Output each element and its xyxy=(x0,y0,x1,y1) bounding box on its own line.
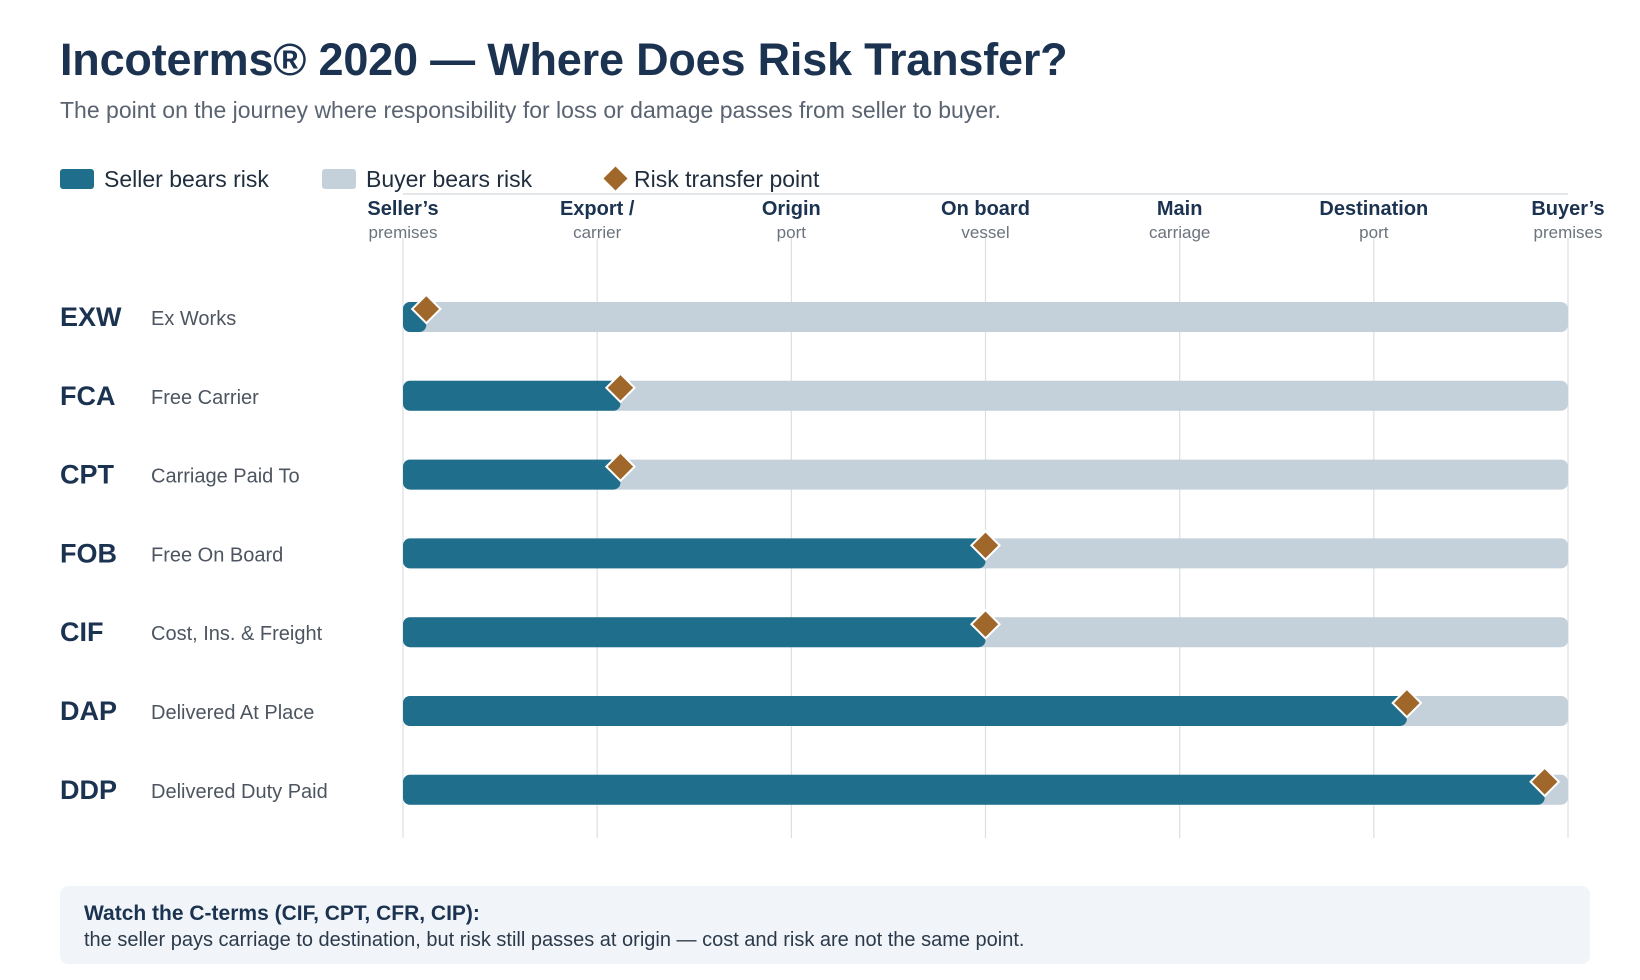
stage-label-top: Origin xyxy=(762,198,821,220)
callout-title: Watch the C-terms (CIF, CPT, CFR, CIP): xyxy=(84,902,480,925)
stage-label-top: Export / xyxy=(560,198,635,220)
term-name: Free On Board xyxy=(151,544,283,566)
buyer-risk-bar xyxy=(403,380,1568,411)
term-name: Carriage Paid To xyxy=(151,466,300,488)
stage-label-top: On board xyxy=(941,198,1030,220)
legend-buyer-swatch xyxy=(322,169,356,189)
term-row: CIF Cost, Ins. & Freight xyxy=(60,608,1568,648)
legend-transfer-icon xyxy=(603,166,628,191)
term-name: Cost, Ins. & Freight xyxy=(151,623,323,645)
stage-label-bottom: vessel xyxy=(961,223,1009,242)
chart-subtitle: The point on the journey where responsib… xyxy=(60,97,1001,123)
term-row: CPT Carriage Paid To xyxy=(60,451,1568,490)
seller-risk-bar xyxy=(403,617,986,648)
term-row: FCA Free Carrier xyxy=(60,372,1568,411)
stage-label-bottom: port xyxy=(1359,223,1389,242)
stage-label-bottom: carriage xyxy=(1149,223,1210,242)
seller-risk-bar xyxy=(403,459,621,490)
risk-transfer-marker xyxy=(1529,766,1561,798)
term-row: EXW Ex Works xyxy=(60,293,1568,332)
chart-title: Incoterms® 2020 — Where Does Risk Transf… xyxy=(60,34,1068,85)
term-code: DAP xyxy=(60,696,117,726)
seller-risk-bar xyxy=(403,380,621,411)
stage-label-top: Seller’s xyxy=(367,198,438,220)
legend: Seller bears risk Buyer bears risk Risk … xyxy=(60,166,820,192)
term-name: Free Carrier xyxy=(151,387,259,409)
risk-transfer-marker xyxy=(410,293,442,325)
term-code: DDP xyxy=(60,775,117,805)
legend-seller-label: Seller bears risk xyxy=(104,166,269,192)
seller-risk-bar xyxy=(403,696,1407,726)
term-code: EXW xyxy=(60,302,122,332)
stage-label-bottom: port xyxy=(777,223,807,242)
term-code: CPT xyxy=(60,460,115,490)
stage-label-bottom: carrier xyxy=(573,223,622,242)
term-row: DDP Delivered Duty Paid xyxy=(60,766,1568,805)
term-name: Ex Works xyxy=(151,308,236,330)
stage-gridlines xyxy=(402,238,1569,838)
seller-risk-bar xyxy=(403,538,986,569)
risk-transfer-marker xyxy=(1391,687,1423,719)
stage-label-top: Destination xyxy=(1319,198,1428,220)
term-rows: EXW Ex Works FCA Free Carrier CPT Carriage Pa… xyxy=(60,293,1568,805)
term-code: CIF xyxy=(60,617,104,647)
seller-risk-bar xyxy=(403,774,1545,805)
callout-body: the seller pays carriage to destination,… xyxy=(84,929,1025,951)
stage-label-top: Main xyxy=(1157,198,1203,220)
term-row: FOB Free On Board xyxy=(60,529,1568,569)
stage-label-top: Buyer’s xyxy=(1531,198,1604,220)
stage-label-bottom: premises xyxy=(369,223,438,242)
risk-transfer-marker xyxy=(604,372,637,404)
stage-label-bottom: premises xyxy=(1534,223,1603,242)
risk-transfer-marker xyxy=(969,608,1002,640)
term-code: FOB xyxy=(60,538,117,568)
c-terms-callout: Watch the C-terms (CIF, CPT, CFR, CIP): … xyxy=(60,886,1590,964)
buyer-risk-bar xyxy=(403,302,1568,332)
legend-seller-swatch xyxy=(60,169,94,189)
risk-transfer-chart: Seller bears risk Buyer bears risk Risk … xyxy=(60,166,1605,838)
risk-transfer-marker xyxy=(604,451,637,483)
term-row: DAP Delivered At Place xyxy=(60,687,1568,726)
term-name: Delivered At Place xyxy=(151,702,314,724)
term-code: FCA xyxy=(60,381,116,411)
term-name: Delivered Duty Paid xyxy=(151,781,328,803)
stage-labels: Seller’s premises Export / carrier Origin por… xyxy=(367,198,1604,242)
legend-transfer-label: Risk transfer point xyxy=(634,166,820,192)
risk-transfer-marker xyxy=(969,529,1002,561)
legend-buyer-label: Buyer bears risk xyxy=(366,166,533,192)
buyer-risk-bar xyxy=(403,459,1568,490)
